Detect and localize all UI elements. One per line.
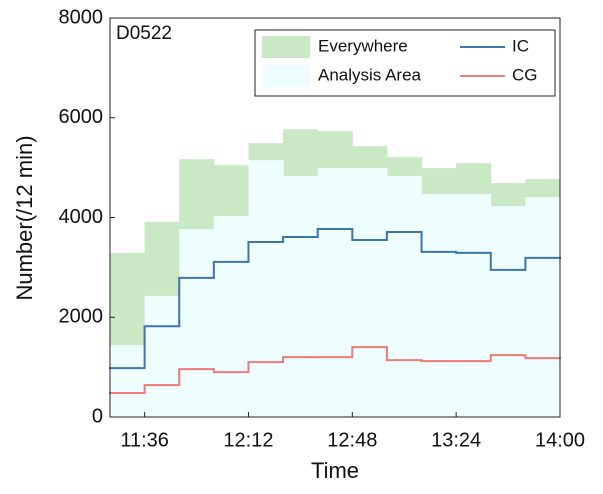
legend-label: Everywhere <box>318 36 408 55</box>
y-tick-label: 2000 <box>59 306 104 328</box>
y-tick-label: 6000 <box>59 106 104 128</box>
area-step <box>213 216 249 417</box>
area-step <box>386 176 423 417</box>
y-axis-label: Number(/12 min) <box>12 135 37 300</box>
area-step <box>179 228 215 417</box>
legend-label: IC <box>512 36 529 55</box>
area-step <box>456 194 492 417</box>
area-step <box>248 160 284 418</box>
y-tick-label: 4000 <box>59 206 104 228</box>
x-tick-label: 12:12 <box>223 429 273 451</box>
x-axis-label: Time <box>311 458 359 483</box>
area-step <box>110 345 146 417</box>
legend-swatch <box>262 36 310 58</box>
area-step <box>421 194 457 417</box>
x-tick-label: 11:36 <box>120 429 169 451</box>
area-step <box>525 197 561 417</box>
area-step <box>352 168 388 417</box>
x-tick-label: 12:48 <box>327 429 377 451</box>
y-tick-label: 0 <box>92 405 103 427</box>
x-tick-label: 13:24 <box>431 429 481 451</box>
area-step <box>317 168 353 417</box>
area-step <box>144 295 180 417</box>
area-step <box>283 176 319 417</box>
legend-label: CG <box>512 65 538 84</box>
legend-label: Analysis Area <box>318 65 422 84</box>
annotation: D0522 <box>116 23 172 44</box>
area-step <box>490 206 526 417</box>
legend-swatch <box>262 65 310 87</box>
x-tick-label: 14:00 <box>535 429 585 451</box>
y-tick-label: 8000 <box>59 6 104 28</box>
